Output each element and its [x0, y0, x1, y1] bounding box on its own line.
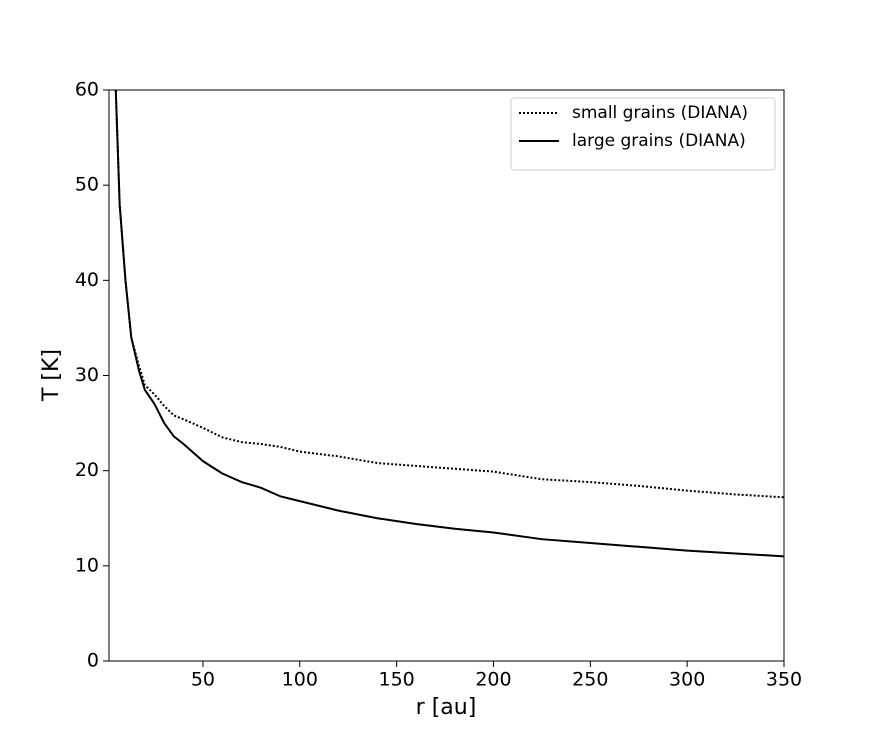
x-axis-label: r [au] — [416, 695, 477, 720]
x-tick-label: 50 — [191, 669, 215, 691]
y-tick-label: 0 — [87, 650, 99, 672]
series-line — [114, 89, 785, 558]
x-tick-label: 150 — [378, 669, 414, 691]
y-tick-label: 40 — [75, 269, 99, 291]
x-tick-label: 250 — [572, 669, 608, 691]
series-line — [114, 89, 785, 499]
legend-label: large grains (DIANA) — [572, 131, 746, 151]
y-tick-label: 30 — [75, 364, 99, 386]
y-tick-label: 60 — [75, 79, 99, 101]
y-tick-label: 20 — [75, 459, 99, 481]
x-tick-label: 100 — [282, 669, 318, 691]
plot-frame — [108, 89, 785, 662]
x-tick-label: 200 — [475, 669, 511, 691]
y-tick-label: 10 — [75, 554, 99, 576]
legend-label: small grains (DIANA) — [572, 103, 748, 123]
x-tick-label: 350 — [766, 669, 802, 691]
legend-box — [510, 97, 776, 171]
y-tick-label: 50 — [75, 174, 99, 196]
y-axis-label: T [K] — [39, 349, 64, 402]
x-tick-label: 300 — [669, 669, 705, 691]
